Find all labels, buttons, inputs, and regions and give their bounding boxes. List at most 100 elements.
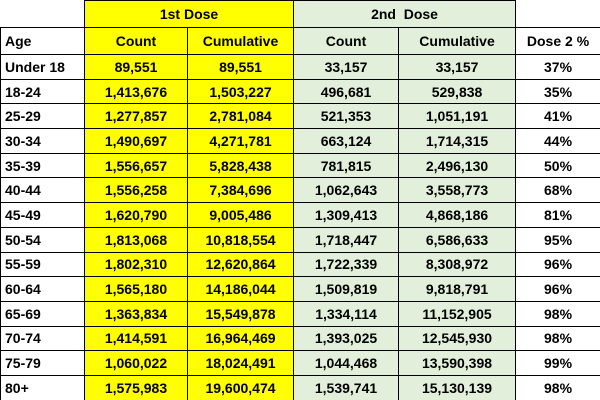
value-cell: 496,681: [293, 78, 400, 105]
value-cell: 1,414,591: [84, 325, 188, 352]
data-row: 35-39 1,556,657 5,828,438 781,815 2,496,130 5…: [0, 152, 600, 179]
data-row: 50-54 1,813,068 10,818,554 1,718,447 6,586,6…: [0, 226, 600, 253]
value-cell: 1,051,191: [398, 103, 517, 130]
age-cell: 40-44: [0, 177, 85, 204]
value-cell: 12,545,930: [398, 325, 517, 352]
value-cell: 1,062,643: [293, 177, 400, 204]
value-cell: 15,130,139: [398, 374, 517, 400]
age-cell: 45-49: [0, 202, 85, 228]
value-cell: 529,838: [398, 78, 517, 105]
value-cell: 1,060,022: [84, 350, 188, 376]
value-cell: 1,813,068: [84, 226, 188, 253]
value-cell: 10,818,554: [186, 226, 295, 253]
value-cell: 16,964,469: [186, 325, 295, 352]
data-row: 60-64 1,565,180 14,186,044 1,509,819 9,818,7…: [0, 276, 600, 302]
value-cell: 99%: [515, 350, 600, 376]
age-cell: 50-54: [0, 226, 85, 253]
value-cell: 1,044,468: [293, 350, 400, 376]
value-cell: 2,781,084: [186, 103, 295, 130]
value-cell: 1,565,180: [84, 276, 188, 302]
value-cell: 18,024,491: [186, 350, 295, 376]
age-cell: 55-59: [0, 251, 85, 278]
value-cell: 1,556,657: [84, 152, 188, 179]
data-row: 30-34 1,490,697 4,271,781 663,124 1,714,315 4…: [0, 128, 600, 154]
age-cell: 75-79: [0, 350, 85, 376]
value-cell: 1,539,741: [293, 374, 400, 400]
data-row: 80+ 1,575,983 19,600,474 1,539,741 15,130,13…: [0, 374, 600, 400]
value-cell: 98%: [515, 300, 600, 327]
value-cell: 89,551: [84, 54, 188, 80]
value-cell: 19,600,474: [186, 374, 295, 400]
value-cell: 1,575,983: [84, 374, 188, 400]
value-cell: 96%: [515, 251, 600, 278]
value-cell: 5,828,438: [186, 152, 295, 179]
value-cell: 1,802,310: [84, 251, 188, 278]
column-header-row: Age Count Cumulative Count Cumulative Dose 2 …: [0, 27, 600, 55]
value-cell: 1,334,114: [293, 300, 400, 327]
value-cell: 1,714,315: [398, 128, 517, 154]
value-cell: 96%: [515, 276, 600, 302]
age-cell: 25-29: [0, 103, 85, 130]
value-cell: 33,157: [293, 54, 400, 80]
column-header: Dose 2 %: [515, 27, 600, 55]
value-cell: 663,124: [293, 128, 400, 154]
value-cell: 1,413,676: [84, 78, 188, 105]
data-row: Under 18 89,551 89,551 33,157 33,157 37%: [0, 54, 600, 80]
column-header: Cumulative: [398, 27, 517, 55]
value-cell: 89,551: [186, 54, 295, 80]
data-row: 55-59 1,802,310 12,620,864 1,722,339 8,308,9…: [0, 251, 600, 278]
value-cell: 1,393,025: [293, 325, 400, 352]
value-cell: 11,152,905: [398, 300, 517, 327]
age-cell: 60-64: [0, 276, 85, 302]
value-cell: 13,590,398: [398, 350, 517, 376]
column-header: Count: [293, 27, 400, 55]
value-cell: 37%: [515, 54, 600, 80]
value-cell: 4,271,781: [186, 128, 295, 154]
value-cell: 14,186,044: [186, 276, 295, 302]
value-cell: 1,309,413: [293, 202, 400, 228]
value-cell: 98%: [515, 374, 600, 400]
value-cell: 50%: [515, 152, 600, 179]
value-cell: 81%: [515, 202, 600, 228]
value-cell: 1,556,258: [84, 177, 188, 204]
value-cell: 1,620,790: [84, 202, 188, 228]
data-row: 40-44 1,556,258 7,384,696 1,062,643 3,558,77…: [0, 177, 600, 204]
data-row: 75-79 1,060,022 18,024,491 1,044,468 13,590,…: [0, 350, 600, 376]
column-header: Cumulative: [186, 27, 295, 55]
value-cell: 781,815: [293, 152, 400, 179]
value-cell: 95%: [515, 226, 600, 253]
data-row: 25-29 1,277,857 2,781,084 521,353 1,051,191 4…: [0, 103, 600, 130]
value-cell: 2,496,130: [398, 152, 517, 179]
value-cell: 3,558,773: [398, 177, 517, 204]
value-cell: 68%: [515, 177, 600, 204]
age-cell: Under 18: [0, 54, 85, 80]
group-header: 2nd Dose: [293, 0, 517, 28]
value-cell: 521,353: [293, 103, 400, 130]
value-cell: 98%: [515, 325, 600, 352]
value-cell: 7,384,696: [186, 177, 295, 204]
value-cell: 1,490,697: [84, 128, 188, 154]
value-cell: 8,308,972: [398, 251, 517, 278]
data-row: 65-69 1,363,834 15,549,878 1,334,114 11,152,…: [0, 300, 600, 327]
value-cell: 35%: [515, 78, 600, 105]
data-row: 18-24 1,413,676 1,503,227 496,681 529,838 35%: [0, 78, 600, 105]
value-cell: 1,509,819: [293, 276, 400, 302]
value-cell: 1,277,857: [84, 103, 188, 130]
value-cell: 9,005,486: [186, 202, 295, 228]
value-cell: 1,363,834: [84, 300, 188, 327]
blank-cell: [515, 0, 600, 28]
value-cell: 6,586,633: [398, 226, 517, 253]
value-cell: 1,503,227: [186, 78, 295, 105]
group-header-row: 1st Dose 2nd Dose: [0, 0, 600, 28]
age-cell: 35-39: [0, 152, 85, 179]
blank-cell: [0, 0, 85, 28]
age-cell: 80+: [0, 374, 85, 400]
column-header: Count: [84, 27, 188, 55]
value-cell: 44%: [515, 128, 600, 154]
age-cell: 30-34: [0, 128, 85, 154]
data-row: 70-74 1,414,591 16,964,469 1,393,025 12,545,…: [0, 325, 600, 352]
value-cell: 41%: [515, 103, 600, 130]
data-row: 45-49 1,620,790 9,005,486 1,309,413 4,868,18…: [0, 202, 600, 228]
age-cell: 65-69: [0, 300, 85, 327]
